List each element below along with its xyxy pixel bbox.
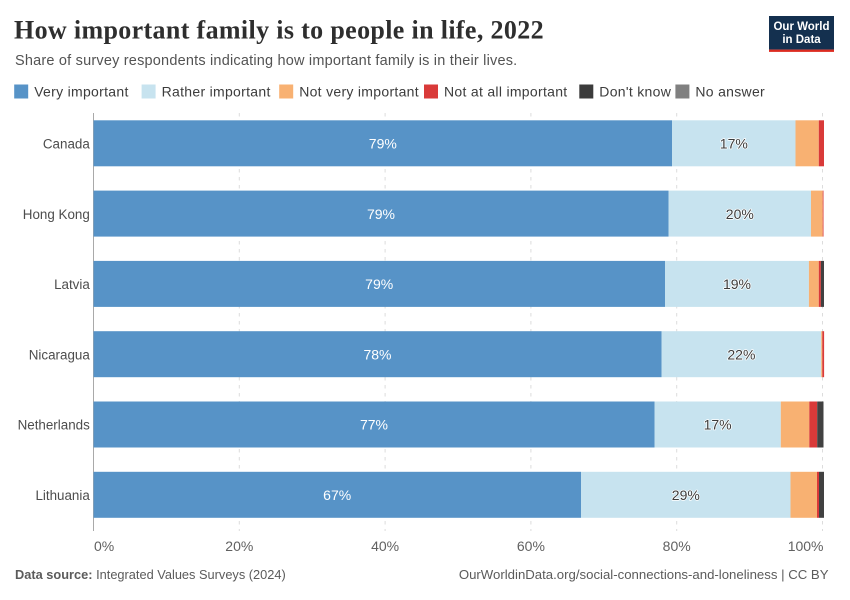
svg-text:No answer: No answer — [695, 83, 765, 99]
svg-text:Share of survey respondents in: Share of survey respondents indicating h… — [15, 53, 517, 69]
svg-text:How important family is to peo: How important family is to people in lif… — [14, 16, 544, 45]
svg-text:Don't know: Don't know — [599, 83, 671, 99]
svg-text:17%: 17% — [704, 417, 732, 433]
svg-text:Very important: Very important — [34, 83, 128, 99]
svg-text:Lithuania: Lithuania — [35, 488, 90, 503]
svg-text:Our World: Our World — [773, 21, 829, 33]
svg-text:77%: 77% — [360, 417, 388, 433]
svg-text:79%: 79% — [365, 276, 393, 292]
svg-text:0%: 0% — [94, 538, 114, 554]
svg-text:100%: 100% — [788, 538, 824, 554]
svg-text:67%: 67% — [323, 487, 351, 503]
svg-text:20%: 20% — [225, 538, 253, 554]
svg-text:Nicaragua: Nicaragua — [29, 347, 91, 362]
svg-text:60%: 60% — [517, 538, 545, 554]
svg-text:19%: 19% — [723, 276, 751, 292]
svg-text:22%: 22% — [727, 346, 755, 362]
svg-text:78%: 78% — [363, 346, 391, 362]
svg-text:80%: 80% — [663, 538, 691, 554]
svg-text:in Data: in Data — [782, 34, 821, 46]
svg-text:Data source: Integrated Values: Data source: Integrated Values Surveys (… — [15, 567, 286, 582]
svg-text:Latvia: Latvia — [54, 277, 90, 292]
svg-text:OurWorldinData.org/social-conn: OurWorldinData.org/social-connections-an… — [459, 567, 829, 582]
svg-text:Rather important: Rather important — [162, 83, 271, 99]
svg-text:17%: 17% — [720, 136, 748, 152]
svg-text:Canada: Canada — [43, 137, 90, 152]
svg-text:Not very important: Not very important — [299, 83, 419, 99]
svg-text:29%: 29% — [672, 487, 700, 503]
svg-text:Not at all important: Not at all important — [444, 83, 568, 99]
svg-text:79%: 79% — [369, 136, 397, 152]
svg-text:20%: 20% — [726, 206, 754, 222]
svg-text:40%: 40% — [371, 538, 399, 554]
svg-text:Netherlands: Netherlands — [18, 418, 91, 433]
svg-text:Hong Kong: Hong Kong — [23, 207, 90, 222]
svg-text:79%: 79% — [367, 206, 395, 222]
